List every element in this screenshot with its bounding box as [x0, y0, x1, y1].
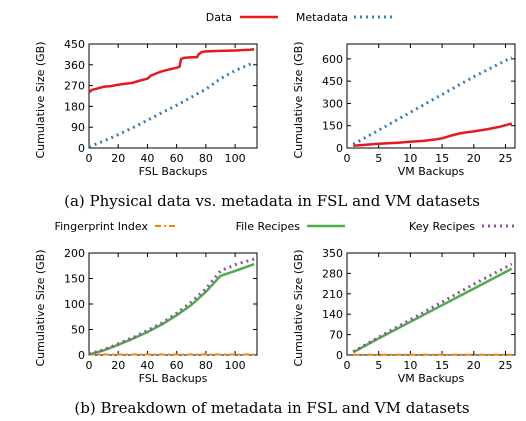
y-tick-label: 90: [71, 121, 85, 134]
chart-panel-3: 0 20 40 60 80 100 0 50 100 150 200 FSL Backups Cumul…: [34, 247, 258, 385]
x-axis-label: VM Backups: [398, 372, 465, 385]
y-tick-label: 350: [322, 247, 343, 260]
y-tick-label: 0: [336, 349, 343, 362]
y-tick-label: 140: [322, 308, 343, 321]
y-axis-label: Cumulative Size (GB): [292, 249, 305, 366]
x-tick-label: 0: [344, 152, 351, 165]
legend-bottom: Fingerprint Index File Recipes Key Recipes: [55, 220, 515, 233]
legend-label: Data: [206, 11, 232, 24]
x-tick-label: 100: [225, 359, 246, 372]
series-line-metadata: [352, 56, 513, 146]
x-tick-label: 15: [435, 152, 449, 165]
plot-frame: [346, 43, 516, 149]
x-tick-label: 60: [170, 359, 184, 372]
y-tick-label: 150: [322, 120, 343, 133]
y-tick-label: 200: [64, 247, 85, 260]
x-tick-label: 5: [375, 152, 382, 165]
x-tick-label: 60: [170, 152, 184, 165]
chart-panel-2: 0 5 10 15 20 25 0 150 300 450 600 VM Backups Cumulat…: [292, 41, 516, 178]
y-tick-label: 600: [322, 53, 343, 66]
y-tick-label: 0: [336, 142, 343, 155]
legend-top: Data Metadata: [206, 11, 394, 24]
x-tick-label: 10: [403, 152, 417, 165]
y-tick-label: 270: [64, 80, 85, 93]
x-tick-label: 20: [111, 152, 125, 165]
y-tick-label: 100: [64, 298, 85, 311]
y-tick-label: 0: [78, 349, 85, 362]
series-line-metadata: [88, 61, 255, 149]
y-tick-label: 150: [64, 273, 85, 286]
y-tick-label: 360: [64, 59, 85, 72]
y-axis-label: Cumulative Size (GB): [34, 41, 47, 158]
x-tick-label: 15: [435, 359, 449, 372]
legend-label: Metadata: [296, 11, 348, 24]
legend-label: File Recipes: [236, 220, 301, 233]
y-axis-label: Cumulative Size (GB): [292, 41, 305, 158]
y-tick-label: 300: [322, 97, 343, 110]
x-tick-label: 10: [403, 359, 417, 372]
x-tick-label: 20: [111, 359, 125, 372]
series-line-key-recipes: [352, 262, 513, 354]
y-tick-label: 450: [322, 75, 343, 88]
y-tick-label: 450: [64, 38, 85, 51]
y-axis-label: Cumulative Size (GB): [34, 249, 47, 366]
series-line-data: [88, 48, 255, 94]
y-tick-label: 180: [64, 100, 85, 113]
x-axis-label: VM Backups: [398, 165, 465, 178]
x-tick-label: 80: [199, 152, 213, 165]
x-tick-label: 80: [199, 359, 213, 372]
y-tick-label: 280: [322, 267, 343, 280]
plot-frame: [88, 252, 258, 356]
x-axis-label: FSL Backups: [139, 165, 208, 178]
x-tick-label: 40: [140, 152, 154, 165]
x-tick-label: 25: [498, 359, 512, 372]
caption-b: (b) Breakdown of metadata in FSL and VM …: [74, 399, 469, 417]
caption-a: (a) Physical data vs. metadata in FSL an…: [64, 192, 480, 210]
plot-frame: [88, 43, 258, 149]
x-tick-label: 20: [467, 152, 481, 165]
legend-label: Key Recipes: [409, 220, 475, 233]
x-tick-label: 5: [375, 359, 382, 372]
y-tick-label: 50: [71, 324, 85, 337]
series-line-file-recipes: [352, 267, 513, 354]
series-line-data: [353, 122, 513, 148]
x-tick-label: 25: [498, 152, 512, 165]
x-tick-label: 20: [467, 359, 481, 372]
plot-frame: [346, 252, 516, 356]
x-tick-label: 0: [344, 359, 351, 372]
x-tick-label: 0: [86, 359, 93, 372]
x-tick-label: 0: [86, 152, 93, 165]
legend-label: Fingerprint Index: [55, 220, 149, 233]
series-line-file-recipes: [88, 263, 255, 356]
y-tick-label: 0: [78, 142, 85, 155]
y-tick-label: 210: [322, 288, 343, 301]
y-tick-label: 70: [329, 329, 343, 342]
x-tick-label: 100: [225, 152, 246, 165]
x-axis-label: FSL Backups: [139, 372, 208, 385]
x-tick-label: 40: [140, 359, 154, 372]
chart-panel-4: 0 5 10 15 20 25 0 70 140 210 280 350 VM Backups Cumul…: [292, 247, 516, 385]
chart-panel-1: 0 20 40 60 80 100 0 90 180 270 360 450 FSL Backups Cu…: [34, 38, 258, 178]
